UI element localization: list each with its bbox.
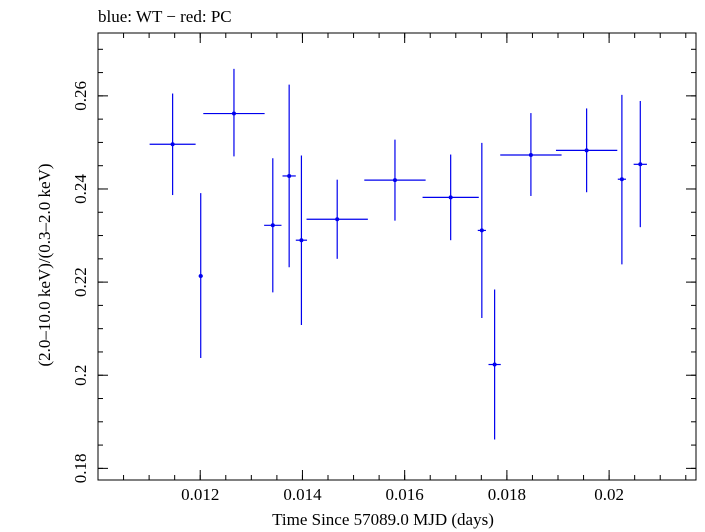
data-point <box>306 179 368 259</box>
data-marker <box>492 362 497 367</box>
x-tick-label: 0.012 <box>181 485 219 504</box>
x-axis-ticks: 0.012 0.014 0.016 0.018 0.02 <box>97 33 687 504</box>
data-marker <box>619 177 624 182</box>
data-marker <box>270 223 275 228</box>
data-point <box>198 193 203 359</box>
data-point <box>477 142 486 318</box>
data-marker <box>231 111 236 116</box>
plot-frame <box>97 32 697 481</box>
data-point <box>364 139 426 221</box>
data-marker <box>638 162 643 167</box>
y-tick-label: 0.22 <box>71 267 90 297</box>
data-marker <box>198 274 203 279</box>
y-tick-label: 0.18 <box>71 453 90 483</box>
data-point <box>264 158 282 293</box>
data-point <box>295 155 308 325</box>
data-point <box>422 154 479 241</box>
data-point <box>633 100 647 228</box>
data-marker <box>584 148 589 153</box>
data-marker <box>287 173 292 178</box>
data-marker <box>392 178 397 183</box>
x-tick-label: 0.018 <box>488 485 526 504</box>
y-tick-label: 0.24 <box>71 174 90 204</box>
y-axis-label: (2.0–10.0 keV)/(0.3–2.0 keV) <box>35 163 54 366</box>
y-axis-ticks: 0.18 0.2 0.22 0.24 0.26 <box>71 48 696 483</box>
x-tick-label: 0.02 <box>594 485 624 504</box>
x-axis-label: Time Since 57089.0 MJD (days) <box>272 510 494 529</box>
data-point <box>282 84 296 268</box>
data-marker <box>448 195 453 200</box>
data-marker <box>335 217 340 222</box>
data-point <box>500 113 562 196</box>
data-point <box>203 68 265 157</box>
data-marker <box>170 142 175 147</box>
data-marker <box>528 152 533 157</box>
data-points <box>149 68 647 440</box>
x-tick-label: 0.014 <box>283 485 322 504</box>
y-tick-label: 0.2 <box>71 365 90 386</box>
y-tick-label: 0.26 <box>71 81 90 111</box>
x-tick-label: 0.016 <box>386 485 424 504</box>
chart-title: blue: WT − red: PC <box>98 7 232 26</box>
data-marker <box>479 228 484 233</box>
data-marker <box>299 238 304 243</box>
data-point <box>149 93 196 196</box>
data-point <box>617 94 626 265</box>
data-point <box>555 108 618 193</box>
data-point <box>488 289 501 440</box>
